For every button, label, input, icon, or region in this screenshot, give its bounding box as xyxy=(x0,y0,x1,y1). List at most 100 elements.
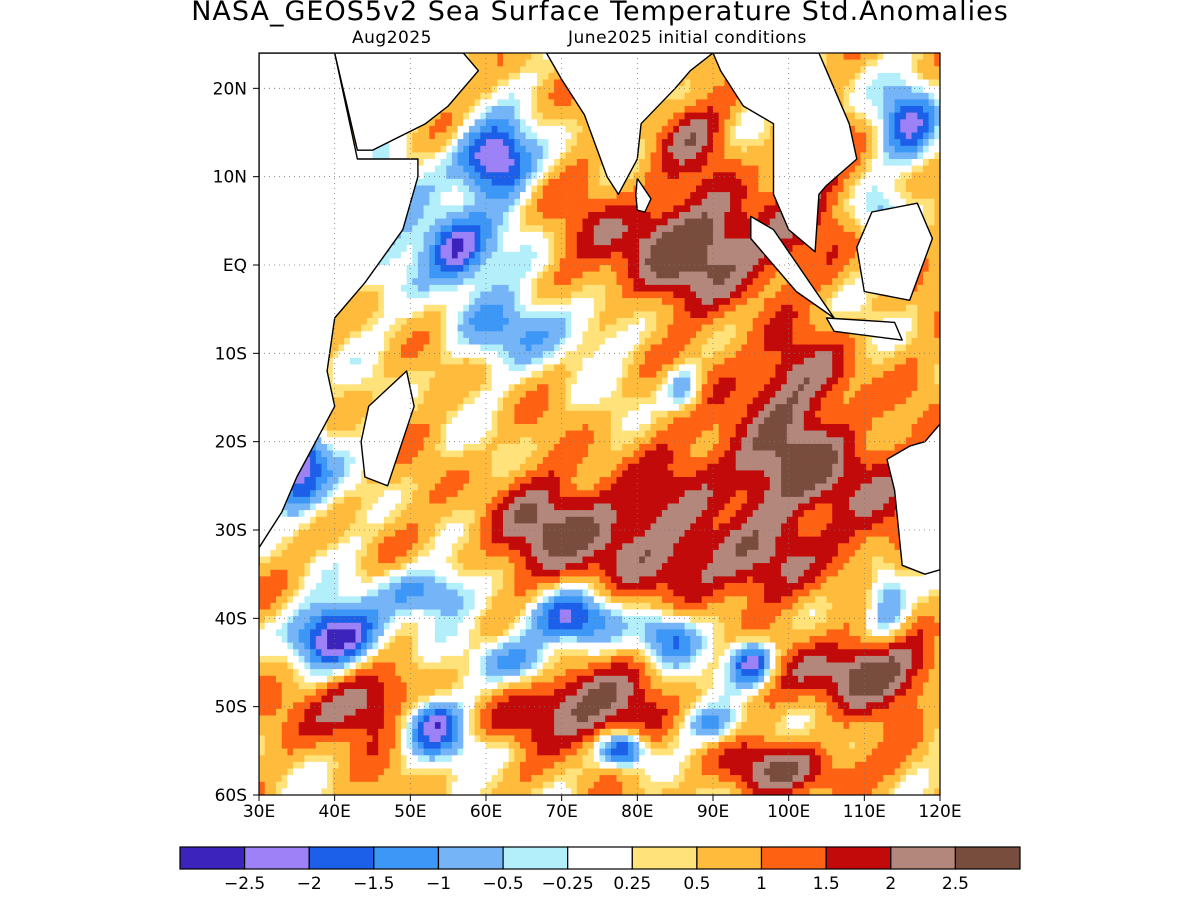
field-cell xyxy=(593,178,601,187)
field-cell xyxy=(389,291,396,299)
field-cell xyxy=(503,86,510,94)
field-cell xyxy=(809,258,816,266)
field-cell xyxy=(650,218,657,226)
field-cell xyxy=(934,66,940,74)
field-cell xyxy=(627,185,635,193)
field-cell xyxy=(764,172,771,180)
field-cell xyxy=(576,192,584,200)
field-cell xyxy=(412,311,419,319)
field-cell xyxy=(429,251,436,260)
field-cell xyxy=(854,258,862,266)
field-cell xyxy=(582,172,589,180)
field-cell xyxy=(781,278,788,286)
field-cell xyxy=(769,291,777,299)
field-cell xyxy=(661,172,669,180)
field-cell xyxy=(713,265,720,273)
field-cell xyxy=(582,119,589,127)
field-cell xyxy=(747,192,754,200)
field-cell xyxy=(497,245,504,253)
field-cell xyxy=(718,86,726,94)
field-cell xyxy=(871,185,879,193)
field-cell xyxy=(679,251,686,260)
field-cell xyxy=(548,311,555,319)
field-cell xyxy=(866,152,873,160)
field-cell xyxy=(917,112,924,120)
field-cell xyxy=(503,218,510,226)
field-cell xyxy=(644,145,652,154)
field-cell xyxy=(400,265,408,273)
field-cell xyxy=(741,172,748,180)
field-cell xyxy=(690,238,697,246)
field-cell xyxy=(474,125,481,134)
field-cell xyxy=(667,245,674,253)
field-cell xyxy=(440,132,447,140)
field-cell xyxy=(696,99,703,107)
field-cell xyxy=(905,86,913,94)
field-cell xyxy=(451,291,459,299)
field-cell xyxy=(866,79,873,87)
field-cell xyxy=(741,159,748,167)
field-cell xyxy=(644,205,652,213)
field-cell xyxy=(469,238,476,246)
field-cell xyxy=(491,86,499,94)
field-cell xyxy=(520,278,527,286)
field-cell xyxy=(429,152,436,160)
field-cell xyxy=(911,198,918,207)
field-cell xyxy=(690,185,697,193)
field-cell xyxy=(656,311,663,319)
field-cell xyxy=(395,245,402,253)
field-cell xyxy=(809,271,816,279)
field-cell xyxy=(576,278,584,286)
field-cell xyxy=(854,271,862,279)
field-cell xyxy=(508,125,516,134)
field-cell xyxy=(730,178,737,187)
field-cell xyxy=(446,212,453,220)
field-cell xyxy=(361,284,368,293)
field-cell xyxy=(548,66,555,74)
field-cell xyxy=(627,251,635,260)
field-cell xyxy=(514,185,521,193)
field-cell xyxy=(622,251,629,260)
field-cell xyxy=(423,271,430,279)
field-cell xyxy=(503,145,510,154)
field-cell xyxy=(911,53,918,61)
field-cell xyxy=(576,311,584,319)
field-cell xyxy=(923,139,930,147)
field-cell xyxy=(690,218,697,226)
field-cell xyxy=(735,106,743,114)
field-cell xyxy=(707,185,714,193)
field-cell xyxy=(854,265,862,273)
field-cell xyxy=(633,265,640,273)
field-cell xyxy=(752,298,760,306)
field-cell xyxy=(934,192,940,200)
field-cell xyxy=(707,245,714,253)
field-cell xyxy=(701,59,709,67)
field-cell xyxy=(372,311,379,319)
field-cell xyxy=(832,311,839,319)
field-cell xyxy=(888,86,896,94)
field-cell xyxy=(605,231,612,240)
field-cell xyxy=(656,192,663,200)
field-cell xyxy=(554,324,561,332)
field-cell xyxy=(491,119,499,127)
field-cell xyxy=(497,291,504,299)
field-cell xyxy=(457,258,464,266)
field-cell xyxy=(741,265,748,273)
field-cell xyxy=(854,172,862,180)
field-cell xyxy=(900,53,907,61)
field-cell xyxy=(576,112,584,120)
field-cell xyxy=(531,53,538,61)
field-cell xyxy=(576,205,584,213)
field-cell xyxy=(417,152,425,160)
field-cell xyxy=(928,172,935,180)
field-cell xyxy=(565,106,572,114)
field-cell xyxy=(537,218,544,226)
field-cell xyxy=(599,265,606,273)
field-cell xyxy=(565,284,572,293)
field-cell xyxy=(911,298,918,306)
field-cell xyxy=(520,198,527,207)
field-cell xyxy=(871,172,879,180)
field-cell xyxy=(894,125,901,134)
field-cell xyxy=(554,185,561,193)
field-cell xyxy=(877,132,884,140)
